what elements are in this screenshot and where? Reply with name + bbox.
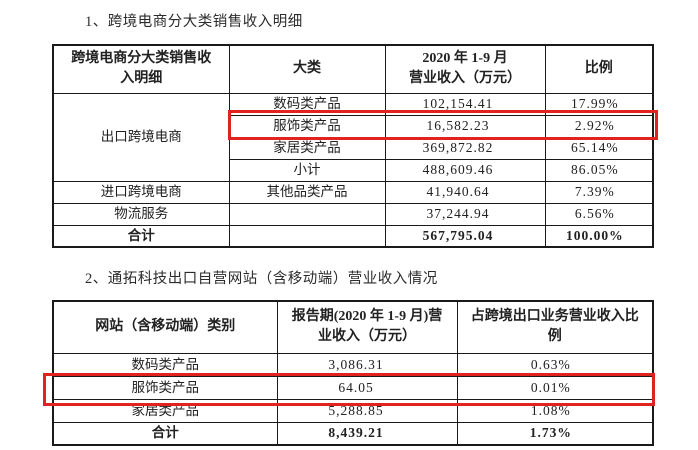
cell-revenue: 64.05	[276, 375, 458, 400]
cell-revenue: 567,795.04	[384, 224, 546, 248]
sales-by-category-table: 跨境电商分大类销售收 入明细 大类 2020 年 1-9 月 营业收入（万元） …	[52, 44, 654, 248]
cell-revenue: 5,288.85	[276, 398, 458, 423]
cell-ratio: 0.01%	[456, 375, 654, 400]
header-ratio: 比例	[544, 44, 654, 94]
cell-category: 其他品类产品	[228, 180, 386, 204]
cell-ratio: 17.99%	[544, 92, 654, 116]
cell-ratio: 6.56%	[544, 202, 654, 226]
cell-revenue: 16,582.23	[384, 114, 546, 138]
cell-ratio: 2.92%	[544, 114, 654, 138]
section-heading-2: 2、通拓科技出口自营网站（含移动端）营业收入情况	[85, 271, 438, 287]
table-row: 家居类产品 369,872.82 65.14%	[53, 136, 654, 160]
cell-ratio: 0.63%	[456, 352, 654, 377]
table-row-total: 合计 567,795.04 100.00%	[52, 224, 654, 248]
table-row: 进口跨境电商 其他品类产品 41,940.64 7.39%	[52, 180, 654, 204]
section-heading-1: 1、跨境电商分大类销售收入明细	[85, 14, 303, 30]
cell-group-logistics: 物流服务	[52, 202, 230, 226]
table-header-row: 网站（含移动端）类别 报告期(2020 年 1-9 月)营 业收入（万元） 占跨…	[52, 300, 654, 354]
cell-group-import: 进口跨境电商	[52, 180, 230, 204]
table-row: 出口跨境电商 数码类产品 102,154.41 17.99%	[52, 92, 654, 182]
header-major-class: 大类	[228, 44, 386, 94]
cell-revenue: 41,940.64	[384, 180, 546, 204]
cell-category: 服饰类产品	[52, 375, 278, 400]
header-export-ratio: 占跨境出口业务营业收入比 例	[456, 300, 654, 354]
cell-category: 家居类产品	[52, 398, 278, 423]
table-row: 数码类产品 3,086.31 0.63%	[52, 352, 654, 377]
table-row-total: 合计 8,439.21 1.73%	[52, 421, 654, 446]
table-row-apparel-highlighted: 服饰类产品 64.05 0.01%	[52, 375, 654, 400]
cell-category: 小计	[228, 158, 386, 182]
cell-category-empty	[228, 202, 386, 226]
cell-revenue: 488,609.46	[384, 158, 546, 182]
cell-ratio: 65.14%	[544, 136, 654, 160]
header-category-detail: 跨境电商分大类销售收 入明细	[52, 44, 230, 94]
cell-ratio: 7.39%	[544, 180, 654, 204]
cell-revenue: 37,244.94	[384, 202, 546, 226]
cell-group-export: 出口跨境电商	[52, 92, 230, 182]
cell-ratio: 86.05%	[544, 158, 654, 182]
cell-category-empty	[228, 224, 386, 248]
cell-category: 数码类产品	[228, 92, 386, 116]
table-row: 家居类产品 5,288.85 1.08%	[52, 398, 654, 423]
cell-category: 服饰类产品	[228, 114, 386, 138]
cell-ratio: 100.00%	[544, 224, 654, 248]
header-revenue: 2020 年 1-9 月 营业收入（万元）	[384, 44, 546, 94]
table-header-row: 跨境电商分大类销售收 入明细 大类 2020 年 1-9 月 营业收入（万元） …	[52, 44, 654, 94]
cell-total-label: 合计	[52, 224, 230, 248]
cell-ratio: 1.08%	[456, 398, 654, 423]
cell-revenue: 3,086.31	[276, 352, 458, 377]
cell-category: 数码类产品	[52, 352, 278, 377]
table-row: 物流服务 37,244.94 6.56%	[52, 202, 654, 226]
cell-revenue: 369,872.82	[384, 136, 546, 160]
cell-revenue: 102,154.41	[384, 92, 546, 116]
header-period-revenue: 报告期(2020 年 1-9 月)营 业收入（万元）	[276, 300, 458, 354]
self-operated-website-revenue-table: 网站（含移动端）类别 报告期(2020 年 1-9 月)营 业收入（万元） 占跨…	[52, 300, 654, 446]
header-website-category: 网站（含移动端）类别	[52, 300, 278, 354]
cell-total-label: 合计	[52, 421, 278, 446]
cell-ratio: 1.73%	[456, 421, 654, 446]
cell-revenue: 8,439.21	[276, 421, 458, 446]
cell-category: 家居类产品	[228, 136, 386, 160]
